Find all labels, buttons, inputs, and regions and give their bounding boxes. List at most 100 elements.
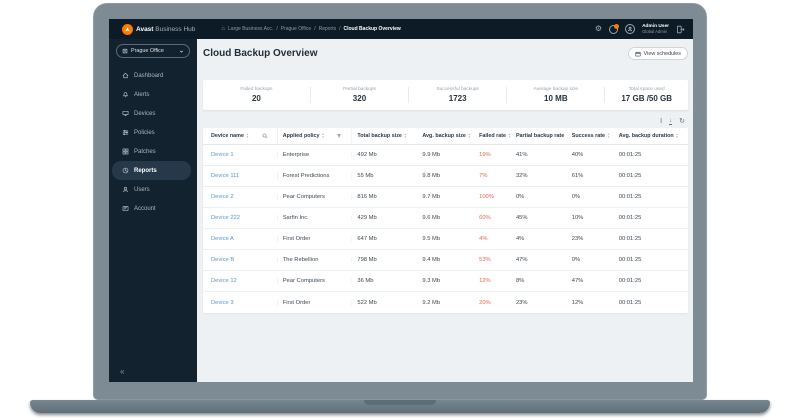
table-row: Device 12 Pear Computers 36 Mb 9.3 Mb 12% 8% 4… <box>203 271 688 292</box>
view-schedules-button[interactable]: View schedules <box>627 47 688 60</box>
column-header-label: Avg. backup size <box>422 133 466 139</box>
table-cell: 12% <box>479 278 491 284</box>
table-cell: Pear Computers <box>278 194 353 200</box>
sort-icon: ▲▼ <box>566 133 567 138</box>
column-header-partial-backup-rate[interactable]: Partial backup rate▲▼ <box>511 128 567 144</box>
settings-gear-icon[interactable]: ⚙ <box>594 24 603 33</box>
page-title: Cloud Backup Overview <box>203 48 318 59</box>
sidebar-menu: Dashboard Alerts Devices Policies Patches Rep… <box>109 66 197 218</box>
sidebar-item-label: Account <box>134 205 156 212</box>
table-cell: 55 Mb <box>357 173 374 179</box>
sidebar-item-account[interactable]: Account <box>112 199 191 218</box>
table-cell: 23% <box>571 236 584 242</box>
table-cell: First Order <box>278 299 353 306</box>
table-body: Device 1 Enterprise 492 Mb 9.9 Mb 19% 41% 40% 0… <box>203 145 688 313</box>
sidebar-item-label: Patches <box>134 148 156 155</box>
table-cell: 00:01:25 <box>618 236 642 242</box>
sidebar-item-users[interactable]: Users <box>112 180 191 199</box>
data-table: Device name ▲ ▼ Applied policy ▲ ▼ Total backu… <box>203 128 688 313</box>
avatar-icon[interactable] <box>625 24 636 34</box>
table-cell: 522 Mb <box>357 299 377 306</box>
sidebar-item-label: Dashboard <box>134 72 164 79</box>
bell-icon <box>122 91 129 98</box>
device-link[interactable]: Device 12 <box>203 278 278 284</box>
table-cell: 4% <box>479 236 488 242</box>
column-header-avg-backup-duration[interactable]: Avg. backup duration ▲ ▼ <box>614 128 688 144</box>
sidebar-item-reports[interactable]: Reports <box>112 161 191 180</box>
column-header-device-name[interactable]: Device name ▲ ▼ <box>203 128 278 144</box>
table-cell: 9.4 Mb <box>422 257 441 263</box>
column-header-total-backup-size[interactable]: Total backup size ▲ ▼ <box>352 128 417 144</box>
column-header-applied-policy[interactable]: Applied policy ▲ ▼ <box>278 128 353 144</box>
stats-bar: Failed backups 20 Partial backups 320 Succes… <box>203 80 688 110</box>
laptop-base <box>30 400 770 413</box>
stat-average-backup-size: Average backup size 10 MB <box>506 87 604 103</box>
pie-chart-icon <box>122 167 129 174</box>
collapse-sidebar-icon[interactable]: « <box>120 367 125 376</box>
table-cell: 53% <box>479 257 491 263</box>
refresh-icon[interactable]: ↻ <box>679 117 685 125</box>
device-link[interactable]: Device 2 <box>203 194 278 200</box>
table-cell: 10% <box>571 215 584 221</box>
laptop-screen-bezel: Avast Business Hub ⌂ Large Business Acc.… <box>93 3 707 400</box>
breadcrumb-item[interactable]: Prague Office <box>280 26 312 32</box>
app-window: Avast Business Hub ⌂ Large Business Acc.… <box>109 19 693 382</box>
device-link[interactable]: Device B <box>203 257 278 263</box>
main-header: Cloud Backup Overview View schedules <box>203 47 688 60</box>
brand: Avast Business Hub <box>122 23 195 35</box>
user-name: Admin User <box>642 23 669 29</box>
column-header-failed-rate[interactable]: Failed rate ▲ ▼ <box>474 128 511 144</box>
column-header-label: Failed rate <box>479 133 507 139</box>
table-cell: 8% <box>515 278 525 284</box>
notifications-icon[interactable] <box>609 23 620 34</box>
view-schedules-label: View schedules <box>643 50 681 57</box>
chevron-down-icon <box>179 49 184 54</box>
user-info[interactable]: Admin User Global Admin <box>642 24 669 35</box>
sidebar-item-label: Policies <box>134 129 155 136</box>
table-cell: 45% <box>515 215 528 221</box>
device-link[interactable]: Device 3 <box>203 299 278 306</box>
logout-icon[interactable] <box>676 25 685 34</box>
card-icon <box>122 205 129 212</box>
breadcrumb-item[interactable]: Reports <box>318 26 337 32</box>
sidebar-item-label: Devices <box>134 110 156 117</box>
table-row: Device 1 Enterprise 492 Mb 9.9 Mb 19% 41% 40% 0… <box>203 145 688 166</box>
device-link[interactable]: Device 1 <box>203 152 278 158</box>
table-cell: 00:01:25 <box>618 152 642 158</box>
device-link[interactable]: Device 222 <box>203 215 278 221</box>
device-link[interactable]: Device 111 <box>203 173 278 179</box>
stat-total-space-used: Total space used 17 GB /50 GB <box>604 87 688 103</box>
stat-value: 10 MB <box>544 94 568 103</box>
sidebar-item-alerts[interactable]: Alerts <box>112 85 191 104</box>
site-icon <box>122 48 128 54</box>
column-header-avg-backup-size[interactable]: Avg. backup size ▲ ▼ <box>417 128 474 144</box>
sidebar-item-dashboard[interactable]: Dashboard <box>112 66 191 85</box>
sidebar-item-devices[interactable]: Devices <box>112 104 191 123</box>
table-cell: 60% <box>479 215 491 221</box>
sidebar-item-policies[interactable]: Policies <box>112 123 191 142</box>
monitor-icon <box>122 110 129 117</box>
table-cell: 47% <box>571 278 584 284</box>
search-icon[interactable] <box>262 133 268 139</box>
sidebar-item-label: Users <box>134 186 150 193</box>
sidebar-item-patches[interactable]: Patches <box>112 142 191 161</box>
device-link[interactable]: Device A <box>203 236 278 242</box>
column-header-success-rate[interactable]: Success rate ▲ ▼ <box>567 128 614 144</box>
column-header-label: Applied policy <box>282 133 320 139</box>
table-cell: 00:01:25 <box>618 299 642 306</box>
table-row: Device A First Order 647 Mb 9.5 Mb 4% 4% 23% 00… <box>203 229 688 250</box>
sort-icon: ▲▼ <box>245 132 249 139</box>
breadcrumb-separator: / <box>276 26 278 32</box>
table-cell: 9.7 Mb <box>422 194 441 200</box>
stat-partial-backups: Partial backups 320 <box>309 87 408 103</box>
table-cell: 492 Mb <box>357 152 377 158</box>
download-icon[interactable]: ↓ <box>669 117 673 125</box>
column-width-icon[interactable]: I <box>660 117 663 125</box>
breadcrumb-item[interactable]: Large Business Acc. <box>228 26 274 32</box>
sidebar: Prague Office Dashboard Alerts Devices Poli… <box>109 39 197 382</box>
table-cell: 00:01:25 <box>618 215 642 221</box>
site-selector[interactable]: Prague Office <box>116 44 190 58</box>
home-icon[interactable]: ⌂ <box>221 26 226 32</box>
filter-icon[interactable] <box>336 133 342 139</box>
